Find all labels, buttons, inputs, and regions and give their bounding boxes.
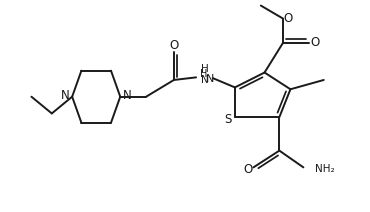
Text: N: N: [206, 74, 214, 84]
Text: O: O: [243, 163, 252, 176]
Text: S: S: [225, 113, 232, 126]
Text: H
N: H N: [202, 64, 209, 85]
Text: O: O: [310, 36, 320, 49]
Text: N: N: [122, 89, 131, 102]
Text: H: H: [200, 69, 207, 79]
Text: N: N: [61, 89, 70, 102]
Text: O: O: [169, 39, 179, 52]
Text: NH₂: NH₂: [315, 164, 335, 174]
Text: O: O: [284, 12, 293, 25]
